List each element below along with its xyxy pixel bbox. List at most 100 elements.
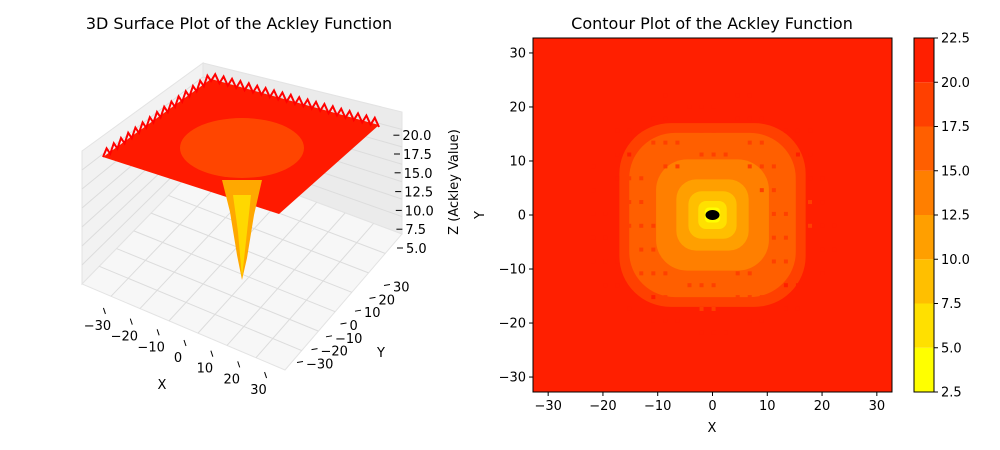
contour-speckle xyxy=(771,235,776,240)
contour-speckle xyxy=(771,211,776,216)
surface-y-tick xyxy=(354,309,362,312)
y-tick-label: −30 xyxy=(499,371,526,386)
contour-speckle xyxy=(820,271,825,276)
surface-y-tick-label: −10 xyxy=(335,332,362,347)
surface-y-tick-label: 0 xyxy=(350,319,358,334)
y-tick-label: 30 xyxy=(509,46,526,61)
colorbar-segment xyxy=(914,126,934,171)
contour-speckle xyxy=(627,176,632,181)
contour-speckle xyxy=(759,188,764,193)
contour-speckle xyxy=(747,295,752,300)
contour-rings xyxy=(591,93,837,335)
contour-speckle xyxy=(675,164,680,169)
contour-speckle xyxy=(627,128,632,133)
surface-x-tick xyxy=(237,361,241,368)
contour-speckle xyxy=(651,247,656,252)
contour-speckle xyxy=(795,306,800,311)
surface-x-tick-label: −20 xyxy=(111,330,138,345)
y-tick-label: −20 xyxy=(499,317,526,332)
contour-fill xyxy=(533,38,892,392)
surface-x-tick-label: 20 xyxy=(223,372,240,387)
contour-speckle xyxy=(699,306,704,311)
floor-gridline xyxy=(168,191,289,322)
floor-gridline xyxy=(197,201,318,334)
colorbar-tick-label: 5.0 xyxy=(941,341,962,356)
surface-funnel-core xyxy=(233,195,251,278)
contour-speckle xyxy=(591,211,596,216)
floor-gridline xyxy=(116,248,319,332)
colorbar-segment xyxy=(914,347,934,392)
contour-title: Contour Plot of the Ackley Function xyxy=(571,14,853,33)
contour-speckle xyxy=(651,223,656,228)
contour-speckle xyxy=(820,176,825,181)
contour-speckle xyxy=(603,259,608,264)
x-tick-label: −10 xyxy=(644,399,671,414)
surface-y-tick xyxy=(340,322,347,325)
contour-speckle xyxy=(663,93,668,98)
colorbar-segment xyxy=(914,259,934,304)
contour-speckle xyxy=(723,330,728,335)
contour-speckle xyxy=(783,235,788,240)
colorbar-tick-label: 17.5 xyxy=(941,120,970,135)
contour-speckle xyxy=(603,211,608,216)
x-tick-label: −20 xyxy=(589,399,616,414)
contour-speckle xyxy=(795,152,800,157)
contour-speckle xyxy=(808,223,813,228)
contour-speckle xyxy=(808,128,813,133)
x-tick-label: 30 xyxy=(869,399,886,414)
surface-y-tick-label: 20 xyxy=(378,293,395,308)
surface-edge-noise xyxy=(102,72,380,158)
floor-gridline xyxy=(255,223,374,359)
contour-speckle xyxy=(759,318,764,323)
contour-speckle xyxy=(808,176,813,181)
floor-gridline xyxy=(168,194,369,274)
x-tick-label: 10 xyxy=(759,399,776,414)
surface-y-tick xyxy=(325,335,333,338)
contour-speckle xyxy=(687,104,692,109)
surface-zlabel: Z (Ackley Value) xyxy=(447,129,462,235)
contour-speckle xyxy=(735,116,740,121)
colorbar-segment xyxy=(914,303,934,348)
contour-speckle xyxy=(627,152,632,157)
surface-ylabel: Y xyxy=(376,346,385,361)
colorbar-segment xyxy=(914,82,934,127)
contour-speckle xyxy=(759,116,764,121)
contour-speckle xyxy=(615,152,620,157)
contour-speckle xyxy=(783,211,788,216)
surface-ticks: −30−20−100102030−30−20−1001020305.07.510… xyxy=(84,129,434,398)
contour-speckle xyxy=(795,259,800,264)
surface-x-tick xyxy=(183,339,187,347)
surface-z-tick-label: 20.0 xyxy=(402,129,431,144)
contour-speckle xyxy=(651,318,656,323)
contour-speckle xyxy=(603,235,608,240)
contour-speckle xyxy=(639,200,644,205)
surface-y-tick xyxy=(311,348,318,351)
surface-y-tick xyxy=(296,360,304,363)
contour-speckle xyxy=(795,283,800,288)
contour-speckle xyxy=(699,283,704,288)
contour-speckle xyxy=(783,259,788,264)
surface-y-tick xyxy=(383,284,391,287)
contour-speckle xyxy=(711,128,716,133)
contour-speckle xyxy=(675,140,680,145)
contour-speckle xyxy=(663,140,668,145)
contour-speckle xyxy=(651,271,656,276)
contour-speckle xyxy=(711,306,716,311)
contour-speckle xyxy=(663,164,668,169)
x-tick-label: 0 xyxy=(708,399,716,414)
contour-speckle xyxy=(603,283,608,288)
contour-speckle xyxy=(771,164,776,169)
floor-gridline xyxy=(99,265,302,352)
contour-speckle xyxy=(759,164,764,169)
colorbar-tick-label: 20.0 xyxy=(941,76,970,91)
y-tick-label: 20 xyxy=(509,100,526,115)
contour-ylabel: Y xyxy=(473,211,488,220)
contour-speckle xyxy=(687,283,692,288)
contour-speckle xyxy=(639,247,644,252)
contour-speckle xyxy=(832,223,837,228)
contour-speckle xyxy=(591,235,596,240)
surface-z-tick-label: 15.0 xyxy=(404,167,433,182)
colorbar-ticks: 2.5 5.0 7.5 10.0 12.5 15.0 17.5 20.0 22.5 xyxy=(934,32,970,401)
contour-speckle xyxy=(639,176,644,181)
contour-speckle xyxy=(639,223,644,228)
